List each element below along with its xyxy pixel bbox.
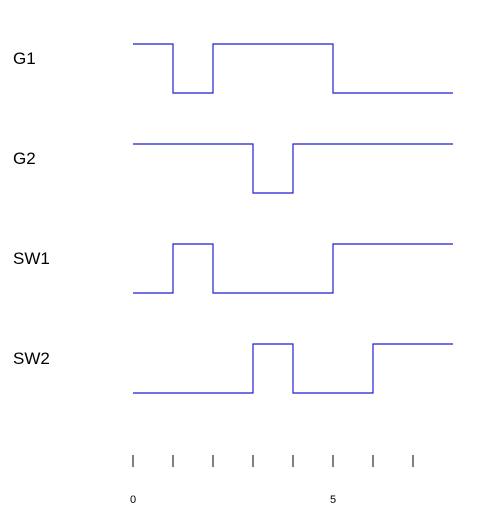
signal-label-g1: G1 [13, 49, 36, 68]
signal-label-sw1: SW1 [13, 249, 50, 268]
signal-waveforms [133, 43, 453, 394]
waveform-g1 [133, 43, 453, 94]
time-tick-label-0: 0 [130, 494, 136, 506]
signal-labels: G1 G2 SW1 SW2 [13, 49, 50, 368]
waveform-sw1 [133, 243, 453, 294]
time-tick-label-5: 5 [330, 494, 336, 506]
signal-label-sw2: SW2 [13, 349, 50, 368]
signal-label-g2: G2 [13, 149, 36, 168]
waveform-sw2 [133, 343, 453, 394]
waveform-g2 [133, 143, 453, 194]
